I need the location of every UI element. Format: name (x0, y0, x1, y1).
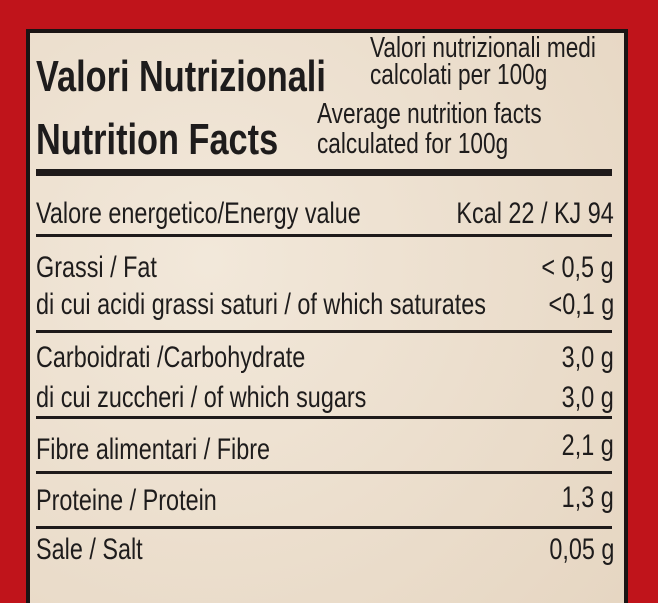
row-divider (36, 330, 612, 333)
carbohydrate-value: 3,0 g (561, 341, 614, 374)
subtitle-italian-line1: Valori nutrizionali medi (370, 32, 596, 64)
subtitle-english-line2: calculated for 100g (317, 128, 509, 160)
header-divider (36, 169, 612, 176)
salt-label: Sale / Salt (36, 533, 143, 566)
row-divider (36, 234, 612, 237)
salt-value: 0,05 g (548, 533, 614, 566)
subtitle-english-line1: Average nutrition facts (317, 98, 542, 130)
fat-value: < 0,5 g (541, 251, 614, 284)
nutrition-label: Valori Nutrizionali Nutrition Facts Valo… (26, 29, 628, 603)
fat-label: Grassi / Fat (36, 251, 157, 284)
protein-label: Proteine / Protein (36, 484, 217, 517)
sugars-value: 3,0 g (561, 381, 614, 414)
row-divider (36, 416, 612, 419)
protein-value: 1,3 g (561, 481, 614, 514)
fibre-value: 2,1 g (561, 429, 614, 462)
sugars-label: di cui zuccheri / of which sugars (36, 381, 367, 414)
saturates-label: di cui acidi grassi saturi / of which sa… (36, 288, 486, 321)
subtitle-italian-line2: calcolati per 100g (370, 59, 548, 91)
row-divider (36, 471, 612, 474)
saturates-value: <0,1 g (548, 288, 614, 321)
title-italian: Valori Nutrizionali (36, 52, 326, 101)
energy-label: Valore energetico/Energy value (36, 197, 361, 230)
row-divider (36, 526, 612, 529)
carbohydrate-label: Carboidrati /Carbohydrate (36, 341, 306, 374)
title-english: Nutrition Facts (36, 115, 279, 164)
energy-value: Kcal 22 / KJ 94 (456, 197, 614, 230)
fibre-label: Fibre alimentari / Fibre (36, 433, 271, 466)
